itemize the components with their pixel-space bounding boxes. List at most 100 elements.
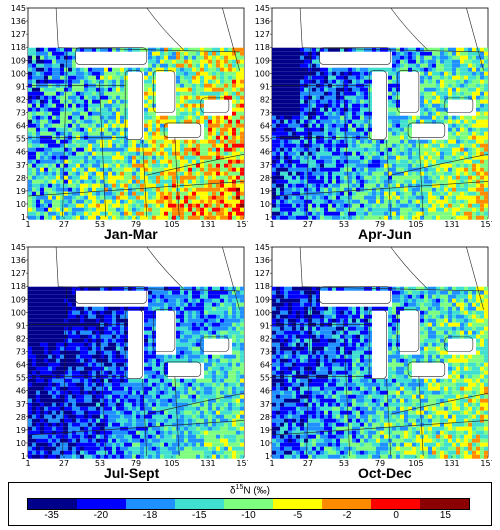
y-tick-label: 118: [11, 282, 26, 291]
x-tick-label: 1: [269, 220, 274, 229]
y-tick-label: 64: [16, 361, 26, 370]
y-tick-label: 19: [260, 187, 270, 196]
y-tick-label: 37: [16, 400, 26, 409]
y-tick-label: 82: [260, 334, 270, 343]
map-plot: 1101928374655647382911001091181271361451…: [255, 4, 492, 229]
x-tick-label: 105: [408, 220, 423, 229]
x-tick-label: 131: [200, 220, 215, 229]
y-tick-label: 1: [265, 213, 270, 222]
x-tick-label: 157: [236, 220, 248, 229]
x-tick-label: 79: [375, 459, 385, 468]
colorbar-segment: [28, 499, 77, 509]
legend-title: δ15N (‰): [229, 484, 271, 497]
y-tick-label: 1: [21, 213, 26, 222]
y-tick-label: 118: [255, 282, 270, 291]
y-tick-label: 55: [260, 135, 270, 144]
colorbar-segment: [322, 499, 371, 509]
legend-tick-label: -20: [93, 510, 109, 521]
boundary-lines: [27, 7, 245, 218]
y-tick-label: 55: [16, 374, 26, 383]
map-panel-3: 1 10 19 28 37 46 55 64 73 82 91 100 109 118 127 136 145 1…: [8, 243, 248, 481]
y-tick-label: 118: [255, 43, 270, 52]
y-tick-label: 46: [260, 387, 270, 396]
x-tick-label: 53: [339, 220, 349, 229]
y-tick-label: 1: [265, 452, 270, 461]
y-tick-label: 109: [255, 56, 270, 65]
y-tick-label: 91: [260, 82, 270, 91]
y-tick-label: 73: [260, 109, 270, 118]
y-tick-label: 145: [11, 4, 26, 13]
legend-tick-label: -5: [293, 510, 303, 521]
y-tick-label: 136: [11, 256, 26, 265]
colorbar: [27, 498, 470, 510]
x-tick-label: 79: [131, 220, 141, 229]
boundary-lines: [271, 246, 489, 457]
y-tick-label: 109: [11, 56, 26, 65]
y-tick-label: 1: [21, 452, 26, 461]
x-tick-label: 27: [303, 459, 313, 468]
x-tick-label: 105: [408, 459, 423, 468]
x-tick-label: 79: [131, 459, 141, 468]
legend-tick-label: 0: [393, 510, 399, 521]
x-tick-label: 27: [59, 459, 69, 468]
y-tick-label: 28: [260, 174, 270, 183]
y-tick-label: 145: [255, 243, 270, 252]
y-tick-label: 82: [16, 334, 26, 343]
y-tick-label: 100: [255, 308, 270, 317]
panel-label: Jul-Sept: [104, 465, 160, 481]
y-tick-label: 37: [16, 161, 26, 170]
y-tick-label: 10: [16, 439, 26, 448]
y-tick-label: 91: [16, 321, 26, 330]
x-tick-label: 53: [339, 459, 349, 468]
y-tick-label: 127: [255, 30, 270, 39]
y-tick-label: 64: [260, 122, 270, 131]
panel-label: Oct-Dec: [358, 465, 412, 481]
y-tick-label: 118: [11, 43, 26, 52]
map-plot: 1101928374655647382911001091181271361451…: [11, 243, 248, 468]
x-tick-label: 1: [25, 459, 30, 468]
y-tick-label: 82: [16, 95, 26, 104]
legend-tick-label: -15: [192, 510, 207, 521]
y-tick-label: 10: [260, 200, 270, 209]
y-tick-label: 19: [260, 426, 270, 435]
y-tick-label: 28: [16, 174, 26, 183]
colorbar-segment: [224, 499, 273, 509]
x-tick-label: 1: [25, 220, 30, 229]
y-tick-label: 82: [260, 95, 270, 104]
x-tick-label: 53: [95, 459, 105, 468]
map-plot: 1101928374655647382911001091181271361451…: [11, 4, 248, 229]
y-tick-label: 91: [260, 321, 270, 330]
y-tick-label: 46: [16, 148, 26, 157]
x-tick-label: 53: [95, 220, 105, 229]
colorbar-segment: [126, 499, 175, 509]
x-tick-label: 105: [164, 220, 179, 229]
y-tick-label: 37: [260, 400, 270, 409]
legend-tick-label: -10: [241, 510, 256, 521]
y-tick-label: 73: [16, 348, 26, 357]
panel-label: Apr-Jun: [358, 226, 412, 242]
y-tick-label: 136: [11, 17, 26, 26]
y-tick-label: 100: [11, 308, 26, 317]
x-tick-label: 27: [303, 220, 313, 229]
y-tick-label: 46: [16, 387, 26, 396]
map-plot: 1101928374655647382911001091181271361451…: [255, 243, 492, 468]
y-tick-label: 73: [260, 348, 270, 357]
y-tick-label: 73: [16, 109, 26, 118]
colorbar-segment: [371, 499, 420, 509]
y-tick-label: 100: [255, 69, 270, 78]
map-panel-2: 1 10 19 28 37 46 55 64 73 82 91 100 109 118 127 136 145 1…: [252, 4, 492, 242]
y-tick-label: 55: [16, 135, 26, 144]
x-tick-label: 131: [200, 459, 215, 468]
y-tick-label: 109: [255, 295, 270, 304]
y-tick-label: 127: [11, 30, 26, 39]
map-panel-1: 1 10 19 28 37 46 55 64 73 82 91 100 109 118 127 136 145 1…: [8, 4, 248, 242]
y-tick-label: 145: [11, 243, 26, 252]
legend-tick-label: 15: [439, 510, 451, 521]
y-tick-label: 37: [260, 161, 270, 170]
map-panel-4: 1 10 19 28 37 46 55 64 73 82 91 100 109 118 127 136 145 1…: [252, 243, 492, 481]
delta15n-raster: [28, 47, 244, 220]
boundary-lines: [27, 246, 245, 457]
x-tick-label: 105: [164, 459, 179, 468]
y-tick-label: 19: [16, 187, 26, 196]
colorbar-segment: [175, 499, 224, 509]
